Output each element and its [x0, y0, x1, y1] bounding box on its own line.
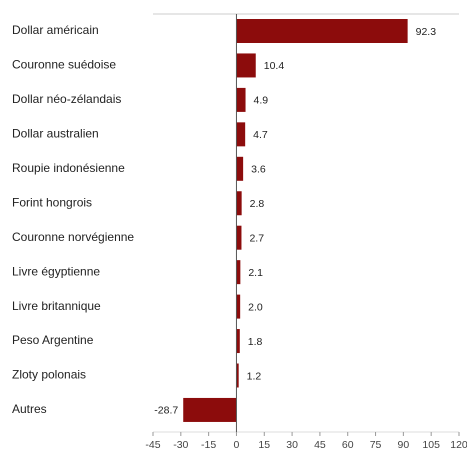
category-label: Forint hongrois: [12, 195, 92, 209]
bar: [236, 87, 246, 112]
bar: [236, 19, 408, 43]
value-label: 2.1: [248, 267, 263, 279]
value-label: 4.9: [254, 95, 269, 107]
x-tick-label: 90: [398, 439, 410, 450]
value-label: 2.8: [250, 198, 265, 210]
bar: [236, 191, 242, 216]
category-label: Livre britannique: [12, 299, 101, 313]
x-tick-label: 60: [342, 439, 354, 450]
bar: [183, 397, 237, 422]
x-tick-label: -45: [145, 439, 160, 450]
category-label: Autres: [12, 402, 47, 416]
x-tick-label: -30: [173, 439, 188, 450]
category-label: Dollar australien: [12, 127, 99, 141]
category-label: Couronne norvégienne: [12, 230, 134, 244]
bar: [236, 53, 256, 78]
x-tick-label: 45: [314, 439, 326, 450]
category-label: Dollar américain: [12, 23, 99, 37]
category-label: Roupie indonésienne: [12, 161, 125, 175]
category-label: Couronne suédoise: [12, 58, 116, 72]
category-label: Livre égyptienne: [12, 264, 100, 278]
value-label: 2.0: [248, 301, 263, 313]
x-tick-label: 30: [286, 439, 298, 450]
x-tick-label: 75: [370, 439, 382, 450]
x-tick-label: -15: [201, 439, 216, 450]
bar: [236, 260, 241, 285]
bar: [236, 294, 241, 319]
value-label: 10.4: [264, 60, 285, 72]
x-tick-label: 105: [422, 439, 440, 450]
value-label: -28.7: [154, 405, 178, 417]
category-label: Dollar néo-zélandais: [12, 92, 121, 106]
value-label: 1.2: [247, 370, 262, 382]
value-label: 4.7: [253, 129, 268, 141]
bar: [236, 156, 244, 181]
bar: [236, 329, 240, 354]
bar: [236, 225, 242, 250]
x-tick-label: 0: [234, 439, 240, 450]
value-label: 1.8: [248, 336, 263, 348]
x-tick-label: 15: [258, 439, 270, 450]
category-label: Peso Argentine: [12, 333, 94, 347]
bar: [236, 122, 246, 147]
value-label: 3.6: [251, 164, 266, 176]
bar: [236, 363, 239, 388]
category-label: Zloty polonais: [12, 368, 86, 382]
x-tick-label: 120: [450, 439, 467, 450]
value-label: 2.7: [249, 232, 264, 244]
value-label: 92.3: [416, 26, 437, 38]
